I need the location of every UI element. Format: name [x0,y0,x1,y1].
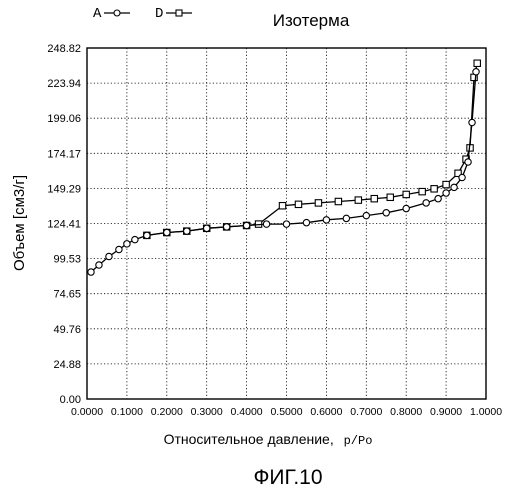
legend-item-a: A [93,6,130,22]
data-point-a [124,241,130,247]
y-tick-label: 99.53 [53,254,81,266]
x-axis-label: Относительное давление, p/Po [164,431,373,448]
data-point-a [323,217,329,223]
data-point-a [132,236,138,242]
x-tick-label: 1.0000 [470,406,502,418]
series-line-a [91,72,476,272]
y-tick-label: 199.06 [47,113,81,125]
x-axis-label-text: Относительное давление, [164,431,334,447]
chart-title: Изотерма [273,11,350,30]
data-point-d [355,197,361,203]
data-point-a [303,219,309,225]
x-tick-label: 0.2000 [151,406,183,418]
data-point-a [443,190,449,196]
data-point-a [459,174,465,180]
data-point-a [451,184,457,190]
data-point-a [164,229,170,235]
data-point-d [387,194,393,200]
data-point-d [474,60,480,66]
series-line-d [147,63,477,235]
x-tick-label: 0.1000 [111,406,143,418]
data-point-a [184,228,190,234]
x-axis-ticks: 0.0000 0.1000 0.2000 0.3000 0.4000 0.5000 0.60… [71,406,502,418]
data-point-a [423,200,429,206]
data-point-a [88,269,94,275]
legend-marker-d [176,10,182,16]
x-tick-label: 0.4000 [231,406,263,418]
y-axis-label: Объем [см3/г] [11,175,28,271]
data-point-a [343,215,349,221]
data-point-d [279,203,285,209]
data-point-d [403,191,409,197]
data-point-a [403,205,409,211]
data-point-a [283,221,289,227]
x-tick-label: 0.7000 [350,406,382,418]
data-point-a [116,246,122,252]
data-point-a [96,262,102,268]
data-point-a [473,69,479,75]
legend-marker-a [114,10,120,16]
x-axis-unit: p/Po [344,434,373,448]
data-point-d [371,195,377,201]
data-point-a [106,253,112,259]
data-point-a [263,221,269,227]
data-point-a [223,224,229,230]
series-layer [88,60,481,275]
figure-caption: ФИГ.10 [253,466,322,489]
y-tick-label: 149.29 [47,183,81,195]
legend-label-a: A [93,6,102,22]
y-tick-label: 0.00 [60,394,81,406]
x-tick-label: 0.9000 [430,406,462,418]
data-point-a [144,232,150,238]
data-point-a [469,119,475,125]
legend-item-d: D [155,6,192,22]
data-point-d [315,200,321,206]
x-tick-label: 0.8000 [390,406,422,418]
data-point-a [204,225,210,231]
data-point-d [335,198,341,204]
y-tick-label: 124.41 [47,219,81,231]
legend-label-d: D [155,6,163,22]
series-d [144,60,481,239]
data-point-a [435,195,441,201]
data-point-a [363,212,369,218]
y-tick-label: 174.17 [47,148,81,160]
x-tick-label: 0.0000 [71,406,103,418]
legend: AD [93,6,192,22]
data-point-a [243,222,249,228]
data-point-d [443,181,449,187]
data-point-d [295,201,301,207]
data-point-d [419,188,425,194]
series-a [88,69,479,276]
x-tick-label: 0.5000 [270,406,302,418]
data-point-a [383,210,389,216]
data-point-a [465,159,471,165]
x-tick-label: 0.6000 [310,406,342,418]
y-tick-label: 74.65 [53,289,81,301]
x-tick-label: 0.3000 [191,406,223,418]
y-tick-label: 49.76 [53,324,81,336]
data-point-d [431,186,437,192]
y-tick-label: 24.88 [53,359,81,371]
y-tick-label: 248.82 [47,43,81,55]
y-axis-ticks: 0.00 24.88 49.76 74.65 99.53 124.41 149.29 174.… [47,43,81,406]
y-tick-label: 223.94 [47,78,81,90]
